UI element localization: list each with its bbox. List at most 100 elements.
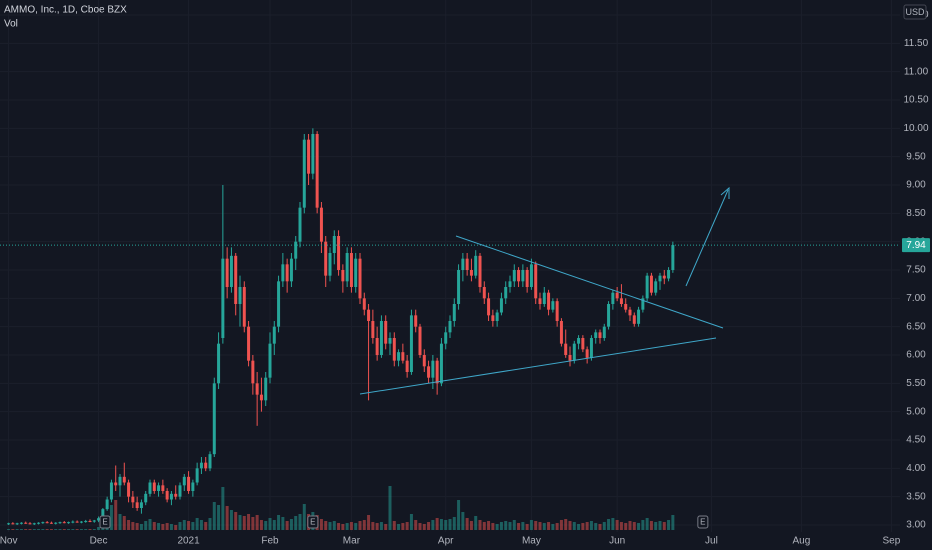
candle-body — [221, 258, 225, 338]
candle-body — [195, 468, 199, 483]
candle-body — [311, 134, 315, 174]
candle-body — [139, 502, 143, 508]
candle-body — [469, 270, 473, 276]
volume-bar — [559, 520, 563, 530]
volume-bar — [161, 524, 165, 530]
volume-bar — [474, 516, 478, 530]
candle-body — [555, 301, 559, 321]
currency[interactable]: USD — [905, 7, 925, 17]
volume-bar — [465, 518, 469, 530]
candle-body — [337, 236, 341, 270]
candle-body — [281, 264, 285, 282]
volume-bar — [324, 521, 328, 530]
volume-bar — [238, 515, 242, 530]
candle-body — [508, 281, 512, 287]
volume-bar — [84, 529, 88, 530]
candle-body — [264, 377, 268, 401]
volume-bar — [165, 523, 169, 530]
volume-bar — [234, 512, 238, 530]
candle-body — [187, 476, 191, 491]
volume-bar — [667, 520, 671, 530]
earnings-label[interactable]: E — [700, 518, 705, 527]
candle-body — [79, 521, 83, 523]
volume-bar — [624, 523, 628, 530]
trend-line — [455, 235, 724, 329]
candle-body — [212, 383, 216, 455]
candle-body — [319, 207, 323, 242]
candle-body — [444, 332, 448, 344]
candle-body — [238, 287, 242, 304]
earnings-marker[interactable] — [99, 515, 111, 529]
volume-bar — [478, 520, 482, 530]
candle-body — [178, 485, 182, 497]
volume-bar — [598, 524, 602, 530]
currency-box[interactable] — [903, 4, 927, 20]
volume-bar — [577, 524, 581, 530]
candle-body — [418, 326, 422, 355]
candle-body — [37, 522, 41, 524]
candle-body — [88, 521, 92, 523]
volume-label[interactable]: Vol — [4, 19, 18, 30]
symbol-title[interactable]: AMMO, Inc., 1D, Cboe BZX — [4, 5, 127, 16]
y-tick-label: 10.50 — [903, 95, 928, 106]
y-tick-label: 7.00 — [906, 293, 926, 304]
candle-body — [448, 321, 452, 333]
volume-bar — [144, 521, 148, 530]
candle-body — [259, 394, 263, 401]
volume-bar — [45, 529, 49, 530]
volume-bar — [11, 529, 15, 530]
volume-bar — [542, 523, 546, 530]
volume-bar — [487, 521, 491, 530]
candle-body — [392, 338, 396, 361]
volume-bar — [41, 529, 45, 530]
volume-bar — [538, 522, 542, 530]
volume-bar — [139, 524, 143, 530]
candle-body — [538, 298, 542, 304]
candle-body — [624, 304, 628, 310]
candle-body — [225, 258, 229, 287]
volume-bar — [555, 523, 559, 530]
candle-body — [272, 326, 276, 344]
volume-bar — [148, 519, 152, 530]
candle-body — [165, 491, 169, 500]
candle-body — [457, 270, 461, 304]
y-tick-label: 9.00 — [906, 180, 926, 191]
grid — [0, 0, 900, 532]
volume-bar — [195, 518, 199, 530]
volume-bar — [632, 522, 636, 530]
volume-bar — [341, 524, 345, 530]
arrow-head — [720, 186, 730, 199]
candle-body — [499, 298, 503, 313]
volume-bar — [401, 523, 405, 530]
price-pane — [0, 128, 900, 525]
candle-body — [199, 462, 203, 469]
candle-body — [375, 338, 379, 355]
earnings-marker[interactable] — [307, 515, 319, 529]
candle-body — [324, 241, 328, 276]
volume-bar — [268, 518, 272, 530]
volume-bar — [229, 510, 233, 530]
earnings-label[interactable]: E — [102, 518, 107, 527]
candle-body — [109, 482, 113, 500]
candle-body — [667, 270, 671, 279]
candle-body — [461, 258, 465, 270]
volume-bar — [422, 524, 426, 530]
candle-body — [307, 139, 311, 174]
volume-bar — [118, 514, 122, 530]
candle-body — [62, 522, 66, 524]
volume-bar — [302, 504, 306, 530]
candle-body — [148, 482, 152, 494]
volume-bar — [384, 524, 388, 530]
candle-body — [302, 139, 306, 208]
candle-body — [217, 343, 221, 384]
volume-bar — [259, 520, 263, 530]
volume-bar — [49, 529, 53, 530]
volume-bar — [504, 521, 508, 530]
volume-bar — [131, 522, 135, 530]
candle-body — [542, 292, 546, 304]
volume-bar — [564, 519, 568, 530]
earnings-marker[interactable] — [697, 515, 709, 529]
earnings-label[interactable]: E — [310, 518, 315, 527]
candle-body — [388, 338, 392, 344]
